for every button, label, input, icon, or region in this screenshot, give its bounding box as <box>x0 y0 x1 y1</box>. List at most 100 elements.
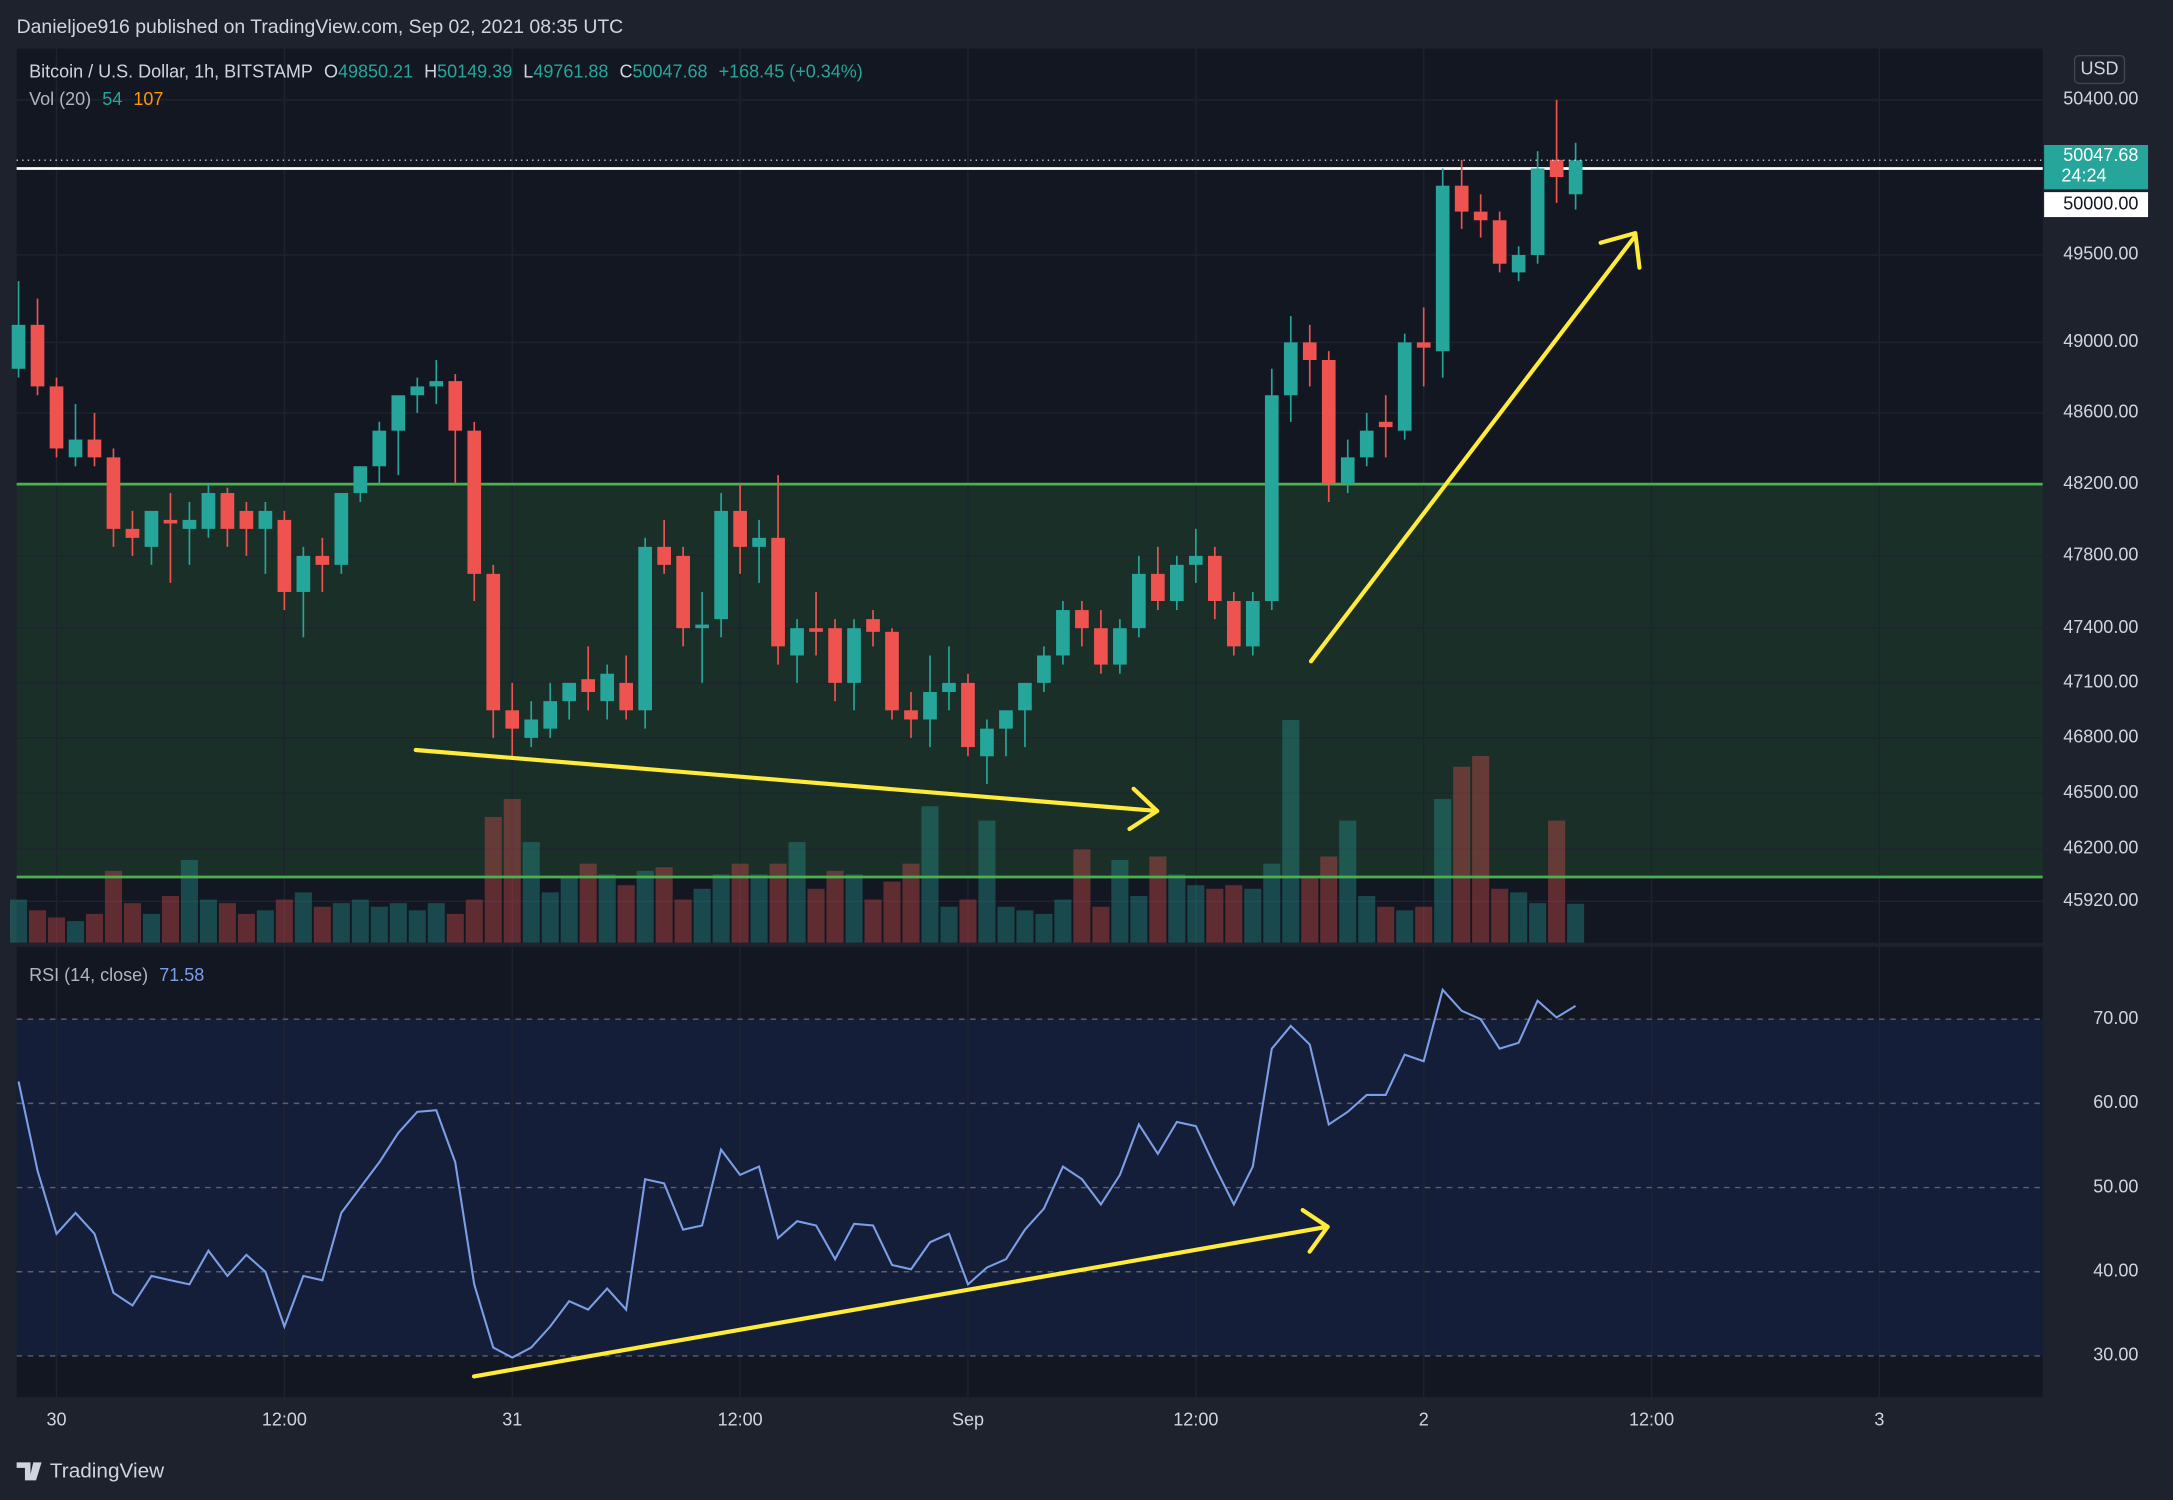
candle-body <box>866 619 880 632</box>
candle-body <box>752 537 766 547</box>
volume-bar <box>1415 906 1433 943</box>
candle-body <box>163 519 178 524</box>
candle-body <box>1226 600 1241 647</box>
volume-bar <box>807 888 825 943</box>
arrow <box>1308 233 1638 664</box>
volume-bar <box>959 899 977 943</box>
volume-bar <box>1510 892 1528 943</box>
volume-bar <box>332 903 350 943</box>
candle-body <box>125 528 140 538</box>
volume-bar <box>294 892 312 943</box>
candle-body <box>410 386 425 396</box>
volume-bar <box>1320 856 1338 943</box>
y-tick-label: 30.00 <box>2093 1345 2138 1365</box>
volume-bar <box>1472 755 1490 943</box>
ohlc-value: 49761.88 <box>533 61 608 81</box>
candle-body <box>1113 628 1127 665</box>
candle-body <box>1549 159 1564 178</box>
volume-bar <box>788 842 806 943</box>
y-tick-label: 46200.00 <box>2063 838 2138 858</box>
volume-bar <box>598 874 616 943</box>
volume-bar <box>1130 895 1148 943</box>
volume-bar <box>883 881 901 943</box>
candle-body <box>1302 342 1317 360</box>
volume-bar <box>104 870 123 943</box>
volume-bar <box>275 899 293 943</box>
y-tick-label: 49500.00 <box>2063 244 2138 264</box>
volume-bar <box>1054 899 1072 943</box>
candle-body <box>619 682 634 711</box>
volume-bar <box>978 820 996 943</box>
volume-bar <box>1149 856 1167 943</box>
candle-body <box>942 682 956 692</box>
volume-bar <box>199 899 217 943</box>
y-tick-label: 70.00 <box>2093 1008 2138 1028</box>
volume-bar <box>1244 888 1262 943</box>
under-layer: 30 12:00 31 12:00 Sep 12:00 2 12:00 3 50400.00 495… <box>9 48 2149 1429</box>
volume-bar <box>1548 820 1566 943</box>
rsi-title: RSI (14, close) <box>29 965 148 985</box>
y-tick-label: 47800.00 <box>2063 545 2138 565</box>
candle-body <box>676 555 690 629</box>
candle-body <box>1454 185 1469 212</box>
candle-body <box>847 628 861 683</box>
volume-bar <box>712 874 730 943</box>
level-tag <box>2044 192 2149 218</box>
volume-bar <box>1225 885 1243 943</box>
candle-body <box>904 710 918 720</box>
volume-bar <box>370 906 388 943</box>
volume-bar <box>655 867 673 943</box>
x-tick-label: Sep <box>952 1409 984 1429</box>
ohlc-field: O <box>324 61 338 81</box>
level-tag-label: 50000.00 <box>2063 193 2138 213</box>
volume-bar <box>617 885 635 943</box>
volume-label: Vol (20) <box>29 89 91 109</box>
volume-bar <box>731 863 749 943</box>
volume-bar <box>997 906 1015 943</box>
volume-bar <box>85 913 104 943</box>
volume-bar <box>142 913 160 943</box>
candle-body <box>239 510 254 529</box>
y-tick-label: 50.00 <box>2093 1176 2138 1196</box>
y-tick-label: 40.00 <box>2093 1261 2138 1281</box>
candle-body <box>790 628 804 656</box>
arrow <box>471 1224 1330 1379</box>
ohlc-field: C <box>619 61 632 81</box>
candle-body <box>1359 430 1374 458</box>
rsi-value: 71.58 <box>159 965 204 985</box>
volume-bar <box>864 899 882 943</box>
arrow <box>413 747 1160 814</box>
volume-bar <box>522 842 540 943</box>
volume-bar <box>1567 903 1585 943</box>
price-tag-value: 50047.68 <box>2063 145 2138 165</box>
candle-body <box>961 682 975 748</box>
candle-body <box>1473 211 1488 221</box>
brand-logo <box>16 1462 42 1481</box>
volume-bar <box>902 863 920 943</box>
candle-body <box>1416 342 1431 348</box>
annotations <box>413 231 1642 1379</box>
volume-bar <box>1111 860 1129 943</box>
volume-bar <box>313 906 331 943</box>
candle-body <box>448 381 463 431</box>
candle-body <box>486 573 501 711</box>
ohlc-field: H <box>424 61 437 81</box>
volume-bar <box>1206 888 1224 943</box>
y-tick-label: 45920.00 <box>2063 890 2138 910</box>
candle-body <box>391 395 406 431</box>
countdown: 24:24 <box>2061 166 2106 186</box>
volume-bar <box>218 903 236 943</box>
x-tick-label: 12:00 <box>1173 1409 1218 1429</box>
volume-bar <box>446 913 464 943</box>
volume-bar <box>389 903 407 943</box>
volume-bar <box>180 860 198 943</box>
candle-body <box>1018 682 1032 711</box>
candle-body <box>1094 628 1108 665</box>
candle-body <box>30 324 45 387</box>
candle-body <box>733 510 747 547</box>
volume-bar <box>256 910 274 943</box>
volume-bar <box>845 874 863 943</box>
candle-body <box>1132 573 1146 629</box>
volume-bar <box>465 899 483 943</box>
